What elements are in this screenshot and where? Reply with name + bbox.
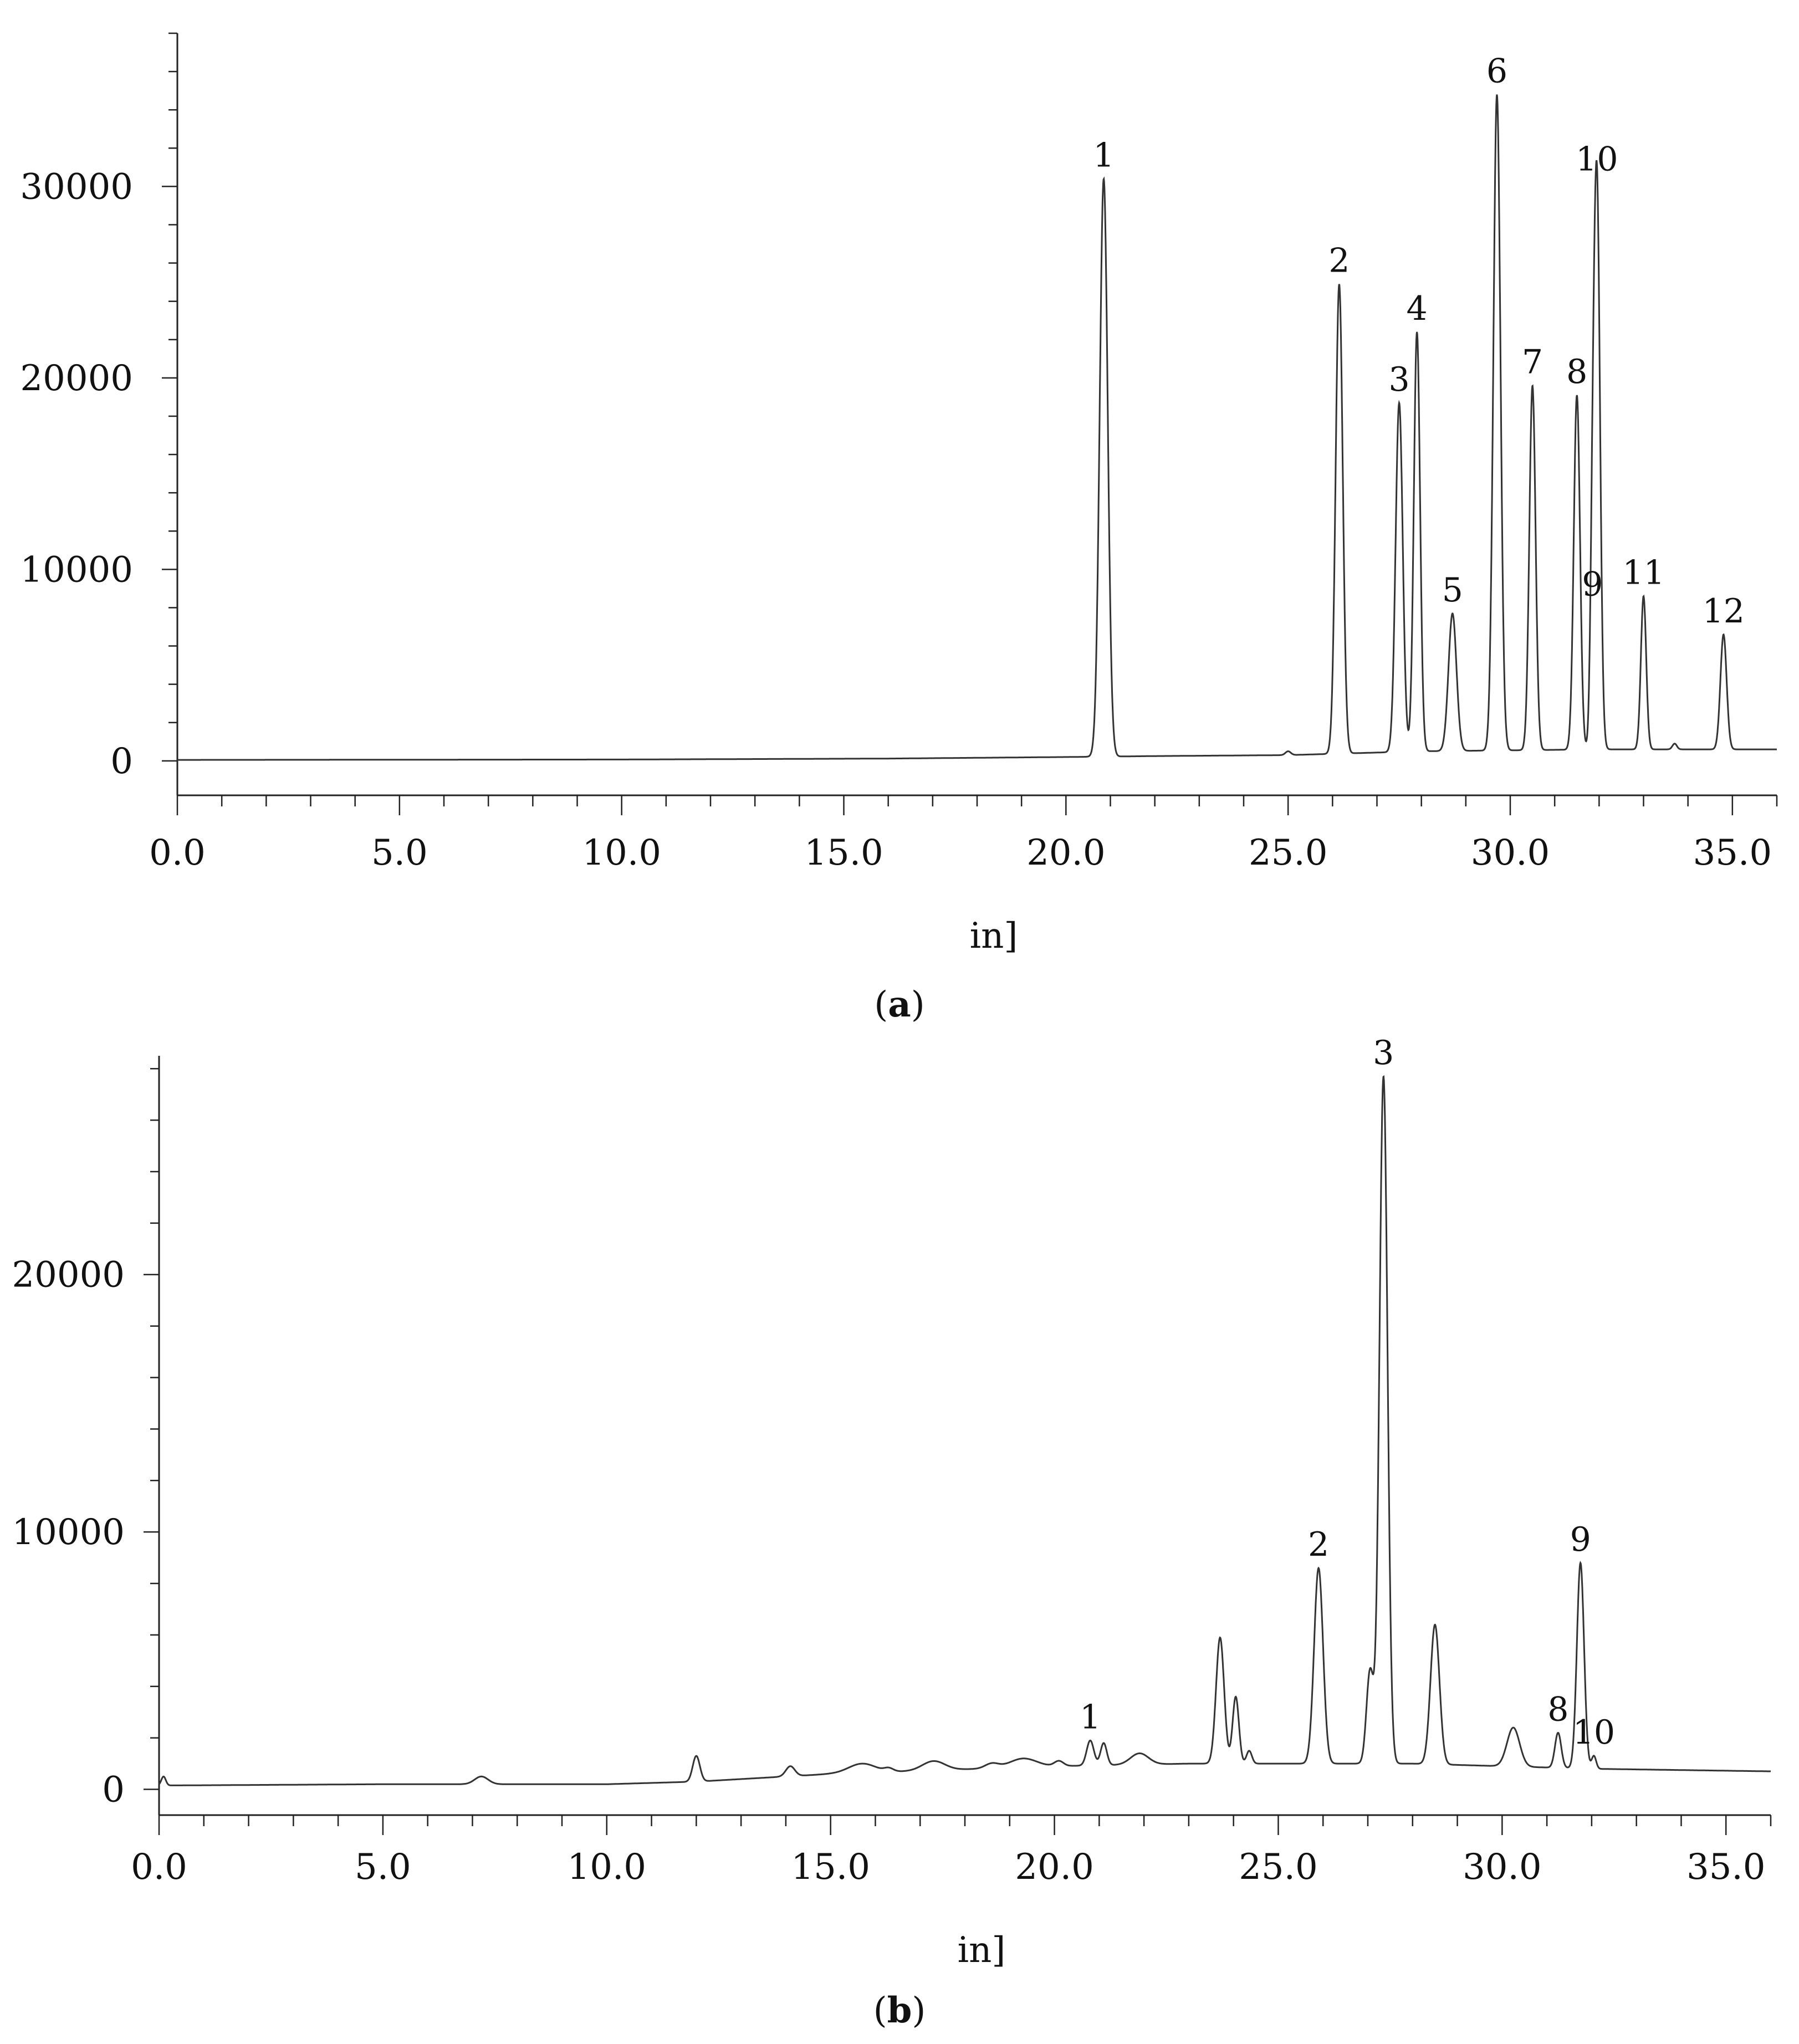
peak-label-1: 1 [1093,136,1114,175]
x-tick-label: 30.0 [1463,1847,1542,1888]
peak-label-9: 9 [1570,1520,1591,1559]
x-tick-label: 15.0 [804,832,883,873]
y-tick-label: 0 [102,1770,125,1811]
x-tick-label: 30.0 [1471,832,1550,873]
x-tick-label: 0.0 [131,1847,187,1888]
chromatogram-panel-b: 0 10000 20000 0.0 5.0 10.0 15.0 20.0 25.0 30.0 35.… [12,1034,1772,1971]
peak-9-apex [1592,607,1593,608]
y-tick-label: 20000 [12,1255,125,1296]
x-axis-label: in] [970,916,1018,957]
y-tick-label: 10000 [12,1512,125,1553]
y-tick-label: 30000 [20,166,133,207]
peak-label-10: 10 [1576,140,1618,178]
y-tick-label: 10000 [20,549,133,590]
peak-label-12: 12 [1703,592,1745,631]
x-tick-label: 5.0 [371,832,428,873]
peak-label-2: 2 [1328,242,1350,280]
panel-label-a: a [888,984,911,1025]
x-tick-label: 20.0 [1026,832,1106,873]
x-tick-label: 0.0 [149,832,206,873]
x-axis-label: in] [958,1930,1006,1971]
panel-caption-b: (b) [873,1990,926,2031]
peak-label-4: 4 [1407,289,1428,328]
x-tick-label: 20.0 [1015,1847,1094,1888]
peak-label-9: 9 [1582,565,1603,604]
peak-label-7: 7 [1522,343,1543,382]
chromatogram-panel-a: 0 10000 20000 30000 0.0 5.0 10.0 15.0 20.0 25.0 30… [20,32,1778,957]
panel-caption-a: (a) [874,984,925,1025]
panel-label-b: b [887,1990,912,2031]
peak-label-1: 1 [1080,1698,1101,1736]
x-tick-label: 35.0 [1693,832,1772,873]
x-tick-label: 35.0 [1686,1847,1766,1888]
peak-label-5: 5 [1442,571,1463,610]
chromatogram-trace [177,94,1777,761]
chromatogram-trace [158,1075,1771,1786]
y-tick-label: 0 [110,741,133,782]
peak-label-3: 3 [1373,1034,1394,1072]
x-tick-label: 10.0 [582,832,661,873]
x-tick-label: 5.0 [355,1847,411,1888]
peak-label-2: 2 [1308,1525,1329,1564]
x-tick-label: 15.0 [791,1847,870,1888]
peak-label-11: 11 [1622,554,1664,592]
y-tick-label: 20000 [20,358,133,399]
peak-label-3: 3 [1388,360,1409,399]
x-tick-label: 10.0 [568,1847,647,1888]
peak-label-8: 8 [1547,1690,1568,1729]
peak-label-6: 6 [1486,52,1507,91]
x-tick-label: 25.0 [1239,1847,1318,1888]
peak-label-10: 10 [1573,1713,1615,1752]
peak-label-8: 8 [1566,352,1587,391]
x-tick-label: 25.0 [1249,832,1328,873]
